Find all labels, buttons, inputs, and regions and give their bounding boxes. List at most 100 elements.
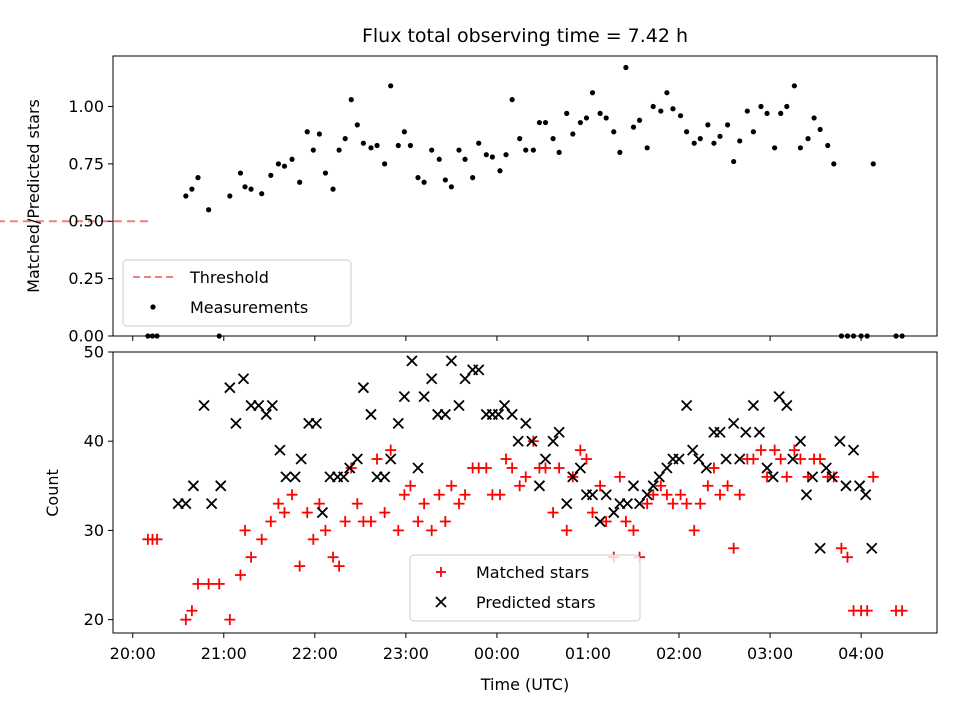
predicted-star-point xyxy=(230,417,242,430)
matched-star-point xyxy=(647,489,659,501)
predicted-star-point xyxy=(351,453,363,465)
predicted-star-point xyxy=(498,399,511,412)
measurement-point xyxy=(617,149,623,155)
matched-star-point xyxy=(694,498,706,510)
bottom-x-tick-label: 20:00 xyxy=(110,644,156,663)
measurement-point xyxy=(670,106,676,112)
predicted-star-point xyxy=(215,480,227,492)
measurement-point xyxy=(304,129,310,135)
predicted-star-point xyxy=(398,390,410,403)
top-y-tick-label: 0.50 xyxy=(68,212,104,231)
measurement-point xyxy=(368,145,374,151)
matched-star-point xyxy=(580,453,592,465)
measurement-point xyxy=(536,119,543,126)
measurement-point xyxy=(630,124,637,130)
matched-star-point xyxy=(594,480,606,492)
measurement-point xyxy=(677,113,684,119)
measurement-point xyxy=(268,172,274,178)
bottom-panel: 20 30 40 50 20:00 21:00 22:00 23:00 00:00 01:00 0… xyxy=(43,343,938,694)
matched-star-point xyxy=(867,471,879,483)
predicted-star-point xyxy=(767,471,779,483)
predicted-star-point xyxy=(627,480,640,492)
predicted-star-point xyxy=(253,399,265,412)
measurement-point xyxy=(330,186,336,192)
measurement-point xyxy=(636,117,643,123)
measurement-point xyxy=(805,136,811,142)
matched-star-point xyxy=(553,462,565,474)
bottom-y-axis: 20 30 40 50 xyxy=(84,343,113,629)
predicted-star-point xyxy=(633,498,646,510)
matched-star-point xyxy=(781,471,793,483)
matched-star-point xyxy=(702,480,714,492)
measurement-point xyxy=(227,193,233,199)
measurement-point xyxy=(297,179,303,185)
predicted-star-point xyxy=(653,471,665,483)
measurement-point xyxy=(195,175,201,181)
matched-star-point xyxy=(655,480,667,492)
predicted-star-point xyxy=(608,506,620,519)
matched-star-point xyxy=(379,507,391,519)
threshold-legend-label: Threshold xyxy=(189,268,269,287)
top-y-tick-label: 0.75 xyxy=(68,154,104,173)
measurement-point xyxy=(530,147,536,153)
matched-star-point xyxy=(301,507,313,519)
matched-star-point xyxy=(728,542,740,554)
predicted-star-point xyxy=(316,506,329,519)
measurement-point xyxy=(583,115,590,121)
predicted-star-point xyxy=(840,480,852,492)
predicted-star-point xyxy=(820,462,832,474)
predicted-star-point xyxy=(647,480,659,492)
matched-star-point xyxy=(327,551,339,563)
matched-star-point xyxy=(459,489,471,501)
measurement-point xyxy=(448,184,455,190)
predicted-star-point xyxy=(781,399,793,412)
measurement-point xyxy=(791,83,797,89)
predicted-star-point xyxy=(834,435,846,447)
matched-star-point xyxy=(661,489,673,501)
matched-star-point xyxy=(675,489,687,501)
top-y-axis-label: Matched/Predicted stars xyxy=(24,99,43,293)
measurement-point xyxy=(550,136,556,142)
bottom-x-tick-label: 23:00 xyxy=(383,644,429,663)
matched-star-point xyxy=(769,444,781,456)
predicted-stars-legend-label: Predicted stars xyxy=(476,593,596,612)
matched-star-point xyxy=(351,498,363,510)
matched-star-point xyxy=(265,515,277,527)
measurement-point xyxy=(281,163,288,169)
predicted-star-point xyxy=(553,426,565,438)
matched-star-point xyxy=(234,569,246,581)
measurements-legend-swatch xyxy=(150,304,156,310)
matched-star-point xyxy=(755,444,767,456)
predicted-star-point xyxy=(594,515,606,528)
measurement-point xyxy=(623,64,629,71)
top-axes-frame xyxy=(112,55,938,337)
bottom-x-tick-label: 21:00 xyxy=(201,644,247,663)
matched-star-point xyxy=(480,462,492,474)
predicted-star-point xyxy=(237,373,250,385)
measurement-point xyxy=(570,131,576,137)
matched-star-point xyxy=(494,489,506,501)
bottom-y-tick-label: 50 xyxy=(84,343,104,362)
measurement-point xyxy=(442,177,448,183)
predicted-star-point xyxy=(761,462,773,474)
matched-star-point xyxy=(345,462,357,474)
predicted-star-point xyxy=(406,355,418,367)
predicted-star-point xyxy=(310,417,322,430)
bottom-x-tick-label: 02:00 xyxy=(656,644,702,663)
predicted-stars-legend-swatch xyxy=(435,596,447,608)
matched-star-point xyxy=(245,551,257,563)
measurement-point xyxy=(797,145,804,151)
measurement-point xyxy=(248,186,254,192)
measurement-point xyxy=(577,119,583,126)
bottom-x-tick-label: 22:00 xyxy=(292,644,338,663)
predicted-star-point xyxy=(526,435,538,447)
predicted-star-point xyxy=(866,542,878,554)
measurement-point xyxy=(259,191,265,197)
measurement-point xyxy=(589,90,596,96)
measurement-point xyxy=(691,140,697,146)
measurement-point xyxy=(206,207,212,213)
predicted-star-point xyxy=(274,444,286,456)
predicted-star-point xyxy=(539,453,552,465)
measurement-point xyxy=(388,83,394,89)
measurement-point xyxy=(750,129,756,135)
